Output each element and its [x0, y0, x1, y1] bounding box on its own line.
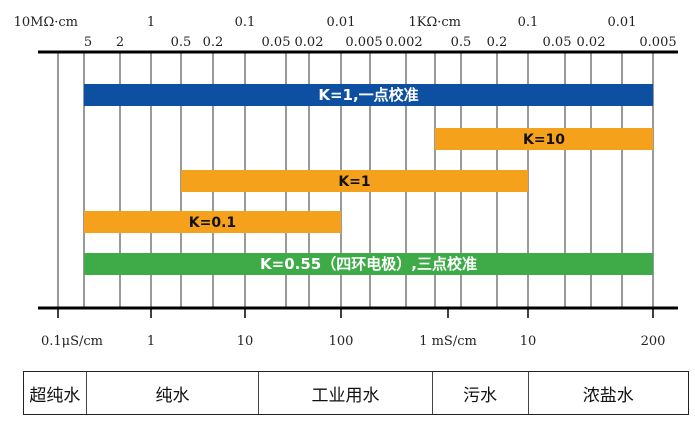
range-bar-label: K=10	[523, 132, 565, 148]
bottom-tick-label: 1 mS/cm	[419, 334, 477, 349]
top-tick-label: 0.1	[518, 15, 539, 30]
top-tick-label: 0.005	[639, 35, 676, 50]
range-bar	[84, 253, 653, 275]
top-tick-label: 0.1	[235, 15, 256, 30]
top-tick-label: 5	[84, 35, 92, 50]
top-tick-label: 0.02	[577, 35, 606, 50]
range-bar	[181, 170, 528, 192]
water-type-label: 纯水	[155, 385, 190, 406]
top-tick-label: 0.002	[385, 35, 422, 50]
range-bar	[435, 128, 653, 150]
water-type-label: 工业用水	[311, 385, 380, 406]
bottom-tick-label: 1	[147, 334, 155, 349]
top-tick-label: 0.5	[171, 35, 192, 50]
top-tick-label: 0.01	[608, 15, 637, 30]
range-bar-label: K=1,一点校准	[318, 86, 418, 104]
top-tick-label: 0.2	[487, 35, 508, 50]
top-tick-label: 0.02	[295, 35, 324, 50]
bottom-axis-ticks: 0.1μS/cm 1 10 100 1 mS/cm 10 200	[41, 308, 665, 349]
range-bar-label: K=1	[338, 174, 370, 190]
top-axis-ticks: 10MΩ·cm5 210.5 0.20.10.05 0.020.010.005 0.00…	[14, 15, 677, 50]
bottom-tick-label: 0.1μS/cm	[41, 334, 103, 349]
bottom-tick-label: 10	[237, 334, 254, 349]
axes	[38, 50, 678, 310]
bottom-tick-label: 10	[520, 334, 537, 349]
top-tick-label: 2	[116, 35, 124, 50]
water-type-cell: 纯水	[87, 372, 260, 414]
water-type-cell: 超纯水	[24, 372, 87, 414]
bottom-tick-label: 200	[641, 334, 666, 349]
range-bar-label: K=0.1	[189, 215, 236, 231]
top-tick-label: 0.05	[262, 35, 291, 50]
top-tick-label: 1	[147, 15, 155, 30]
bars: K=1,一点校准 K=10 K=1 K=0.1 K=0.55（四环电极）,三点校准	[84, 84, 653, 275]
water-type-cell: 浓盐水	[529, 372, 689, 414]
top-tick-label: 0.01	[327, 15, 356, 30]
water-type-cell: 工业用水	[259, 372, 433, 414]
water-type-label: 污水	[463, 385, 498, 406]
range-bar-label: K=0.55（四环电极）,三点校准	[260, 255, 477, 273]
range-bar	[84, 84, 653, 106]
top-tick-label: 10MΩ·cm	[14, 15, 78, 30]
water-type-table: 超纯水 纯水 工业用水 污水 浓盐水	[23, 371, 689, 415]
top-tick-label: 1KΩ·cm	[408, 15, 461, 30]
range-bar	[84, 211, 341, 233]
chart-canvas: 10MΩ·cm5 210.5 0.20.10.05 0.020.010.005 0.00…	[14, 15, 678, 349]
top-tick-label: 0.05	[543, 35, 572, 50]
top-tick-label: 0.5	[451, 35, 472, 50]
water-type-cell: 污水	[433, 372, 529, 414]
bottom-tick-label: 100	[329, 334, 354, 349]
water-type-label: 浓盐水	[582, 385, 634, 406]
top-tick-label: 0.2	[203, 35, 224, 50]
top-tick-label: 0.005	[345, 35, 382, 50]
water-type-label: 超纯水	[29, 385, 81, 406]
